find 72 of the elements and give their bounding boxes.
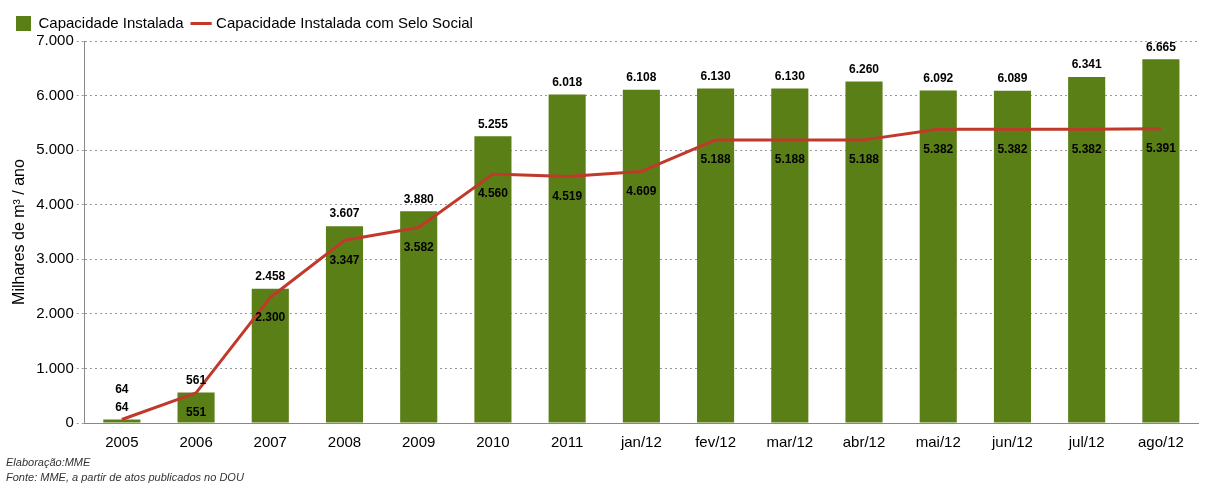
data-label: 6.130 <box>700 68 731 83</box>
x-tick-label: jun/12 <box>991 433 1033 451</box>
y-axis-title: Milhares de m³ / ano <box>10 158 28 305</box>
y-tick-label: 7.000 <box>36 31 74 49</box>
x-tick-label: 2008 <box>327 433 362 451</box>
data-label: 6.260 <box>849 61 880 76</box>
x-tick-label: mai/12 <box>915 433 961 451</box>
data-label: 64 <box>115 399 129 414</box>
data-label: 551 <box>186 405 207 420</box>
x-tick-label: ago/12 <box>1137 433 1184 451</box>
data-label: 6.018 <box>552 74 583 89</box>
bar <box>771 88 809 423</box>
data-label: 5.382 <box>923 141 954 156</box>
x-tick-label: 2009 <box>402 433 436 451</box>
data-label: 6.089 <box>997 71 1028 86</box>
data-label: 5.255 <box>477 116 509 131</box>
bar <box>697 88 735 423</box>
x-tick-label: 2006 <box>179 433 213 451</box>
y-tick-label: 1.000 <box>36 358 74 376</box>
y-tick-label: 3.000 <box>36 249 74 267</box>
x-tick-label: jan/12 <box>619 433 662 451</box>
bar <box>103 419 141 423</box>
bar <box>325 226 364 423</box>
y-tick-label: 6.000 <box>36 85 74 103</box>
data-label: 5.188 <box>774 152 806 167</box>
data-label: 5.382 <box>997 141 1028 156</box>
y-tick-label: 5.000 <box>36 140 74 158</box>
x-tick-label: mar/12 <box>766 433 814 451</box>
data-label: 2.300 <box>255 309 286 324</box>
data-label: 6.130 <box>774 68 806 83</box>
data-label: 5.188 <box>849 152 880 167</box>
bar <box>251 288 289 423</box>
data-label: 5.188 <box>700 152 731 167</box>
x-tick-label: 2010 <box>476 433 510 451</box>
data-label: 6.665 <box>1145 39 1177 54</box>
y-tick-label: 0 <box>65 413 74 431</box>
legend-label: Capacidade Instalada <box>38 13 185 31</box>
data-label: 3.880 <box>403 191 435 206</box>
data-label: 2.458 <box>255 269 286 284</box>
data-label: 5.391 <box>1145 141 1177 156</box>
data-label: 6.108 <box>626 69 657 84</box>
data-label: 3.347 <box>329 252 360 267</box>
x-tick-label: 2005 <box>105 433 139 451</box>
bar <box>474 136 512 423</box>
bar <box>845 81 883 423</box>
data-label: 3.582 <box>403 239 435 254</box>
bar <box>1142 59 1180 423</box>
x-tick-label: 2011 <box>551 433 584 451</box>
data-label: 4.560 <box>477 186 509 201</box>
data-label: 6.341 <box>1071 57 1103 72</box>
y-tick-label: 2.000 <box>36 304 74 321</box>
text: Elaboração:MME <box>6 455 92 470</box>
bar <box>1068 76 1106 423</box>
data-label: 561 <box>186 372 207 387</box>
x-tick-label: abr/12 <box>842 433 886 451</box>
source-note: Fonte: MME, a partir de atos publicados no DOU <box>6 470 245 485</box>
x-tick-label: 2007 <box>253 433 287 451</box>
data-label: 64 <box>115 381 129 396</box>
data-label: 4.609 <box>626 183 657 198</box>
data-label: 4.519 <box>552 188 583 203</box>
x-tick-label: jul/12 <box>1067 433 1105 451</box>
data-label: 3.607 <box>329 206 360 221</box>
bar <box>919 90 957 423</box>
data-label: 5.382 <box>1071 141 1103 156</box>
bar <box>993 90 1032 423</box>
x-tick-label: fev/12 <box>695 433 737 451</box>
y-tick-label: 4.000 <box>36 194 74 212</box>
bar <box>622 89 660 423</box>
legend-label: Capacidade Instalada com Selo Social <box>216 13 473 31</box>
data-label: 6.092 <box>923 70 954 85</box>
bar <box>548 94 586 423</box>
bar <box>400 211 438 423</box>
